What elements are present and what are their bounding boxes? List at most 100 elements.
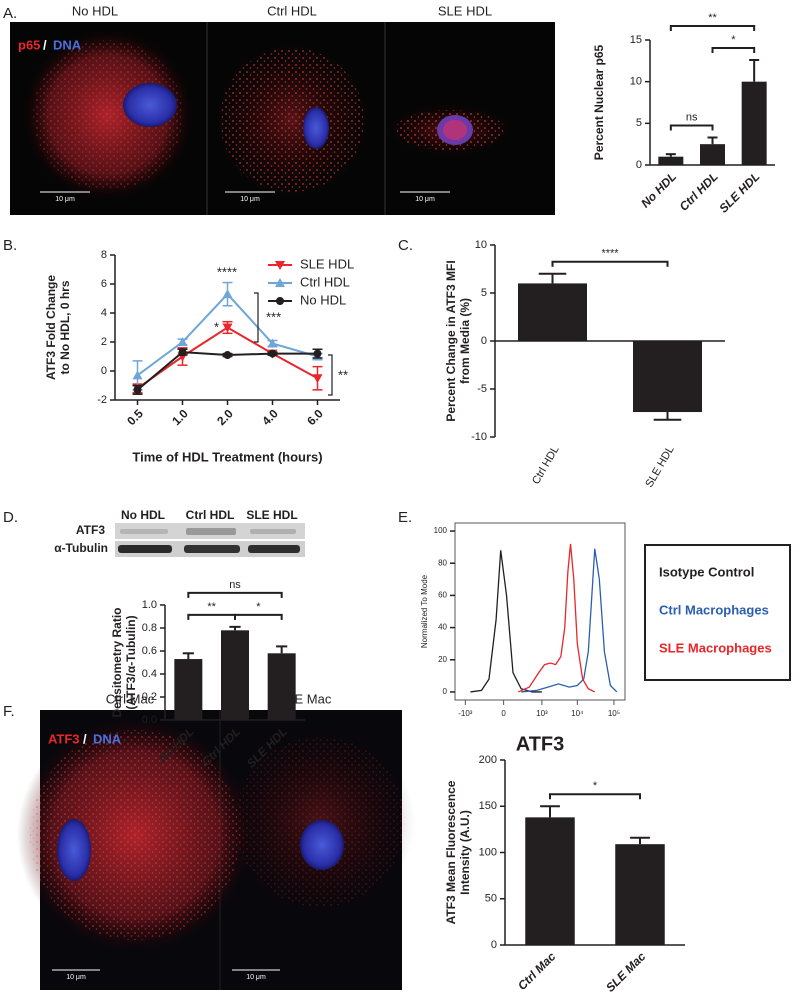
data-point <box>222 289 233 299</box>
x-tick-label: 0.5 <box>124 406 146 428</box>
bar <box>658 156 684 165</box>
image-label: Ctrl Mac <box>106 691 155 706</box>
blot-band <box>186 528 236 535</box>
y-axis-title: (ATF3/α-Tubulin) <box>124 615 138 709</box>
y-tick-label: 1.0 <box>142 599 157 611</box>
y-axis-title: from Media (%) <box>458 298 472 384</box>
significance-bracket <box>187 613 236 620</box>
legend-box <box>644 544 791 681</box>
legend-label: Ctrl HDL <box>300 274 350 289</box>
y-tick-label: 10 <box>475 239 487 251</box>
y-tick-label: 0 <box>491 939 497 951</box>
significance-label: ** <box>338 367 348 382</box>
y-tick-label: 60 <box>438 591 447 600</box>
nucleus <box>300 820 344 870</box>
lane-label: SLE HDL <box>246 508 297 522</box>
y-tick-label: 0 <box>101 365 107 377</box>
scale-bar-label: 10 μm <box>246 974 266 981</box>
blot-row-label: α-Tubulin <box>54 541 108 555</box>
y-tick-label: 0.8 <box>142 622 157 634</box>
blot-band <box>184 545 240 553</box>
y-tick-label: 40 <box>438 623 447 632</box>
significance-bracket <box>187 591 283 598</box>
x-tick-label: 10³ <box>536 709 548 718</box>
series-line <box>521 548 618 693</box>
significance-bracket <box>669 25 756 31</box>
x-tick-label: 2.0 <box>214 406 236 428</box>
significance-label: ns <box>686 111 698 123</box>
y-tick-label: 0 <box>636 159 642 171</box>
data-point <box>133 385 142 394</box>
legend-label: No HDL <box>300 292 346 307</box>
data-point <box>312 374 323 384</box>
legend-label: SLE Macrophages <box>659 640 772 655</box>
stain-label: DNA <box>93 731 122 746</box>
significance-label: ns <box>229 579 241 591</box>
significance-bracket <box>549 793 641 800</box>
bar <box>525 817 575 945</box>
blot-band <box>120 529 168 534</box>
x-tick-label: 10⁴ <box>571 709 584 718</box>
x-tick-label: Ctrl HDL <box>677 169 721 213</box>
x-tick-label: Ctrl Mac <box>515 949 559 993</box>
significance-bracket <box>328 354 333 396</box>
y-axis-title: Percent Change in ATF3 MFI <box>444 260 458 421</box>
nucleus <box>443 120 467 140</box>
significance-label: **** <box>601 248 619 260</box>
y-tick-label: 0.4 <box>142 668 157 680</box>
bar <box>700 144 725 165</box>
y-tick-label: 5 <box>636 117 642 129</box>
panel-label: B. <box>3 237 17 254</box>
y-tick-label: 4 <box>101 307 107 319</box>
significance-bracket <box>234 613 283 620</box>
panel-label: D. <box>3 509 18 526</box>
data-point <box>223 351 232 360</box>
cell-speckle <box>30 730 240 940</box>
y-tick-label: 6 <box>101 278 107 290</box>
significance-label: * <box>731 34 736 46</box>
stain-label: p65 <box>18 37 40 52</box>
stain-label: / <box>83 731 87 746</box>
cell-speckle <box>33 40 183 190</box>
scale-bar-label: 10 μm <box>415 196 435 203</box>
y-axis-title: Normalized To Mode <box>420 574 429 648</box>
significance-label: ** <box>708 12 717 24</box>
y-tick-label: 150 <box>479 800 497 812</box>
x-tick-label: -10³ <box>458 709 473 718</box>
panel-label: F. <box>3 703 15 720</box>
legend-label: SLE HDL <box>300 256 354 271</box>
significance-bracket <box>669 124 714 131</box>
y-tick-label: 0 <box>443 687 448 696</box>
x-tick-label: 0 <box>501 709 506 718</box>
plot-frame <box>454 522 626 701</box>
significance-bracket <box>254 292 259 343</box>
significance-label: *** <box>266 309 281 324</box>
x-tick-label: 6.0 <box>304 406 326 428</box>
scale-bar-label: 10 μm <box>240 196 260 203</box>
y-axis-title: ATF3 Fold Change <box>44 275 58 380</box>
significance-bracket <box>711 47 756 53</box>
bar <box>741 81 767 165</box>
y-tick-label: -2 <box>97 394 107 406</box>
bar <box>221 630 249 720</box>
legend-marker <box>275 278 285 287</box>
panel-label: A. <box>3 5 17 22</box>
y-axis-title: Intensity (A.U.) <box>458 810 472 895</box>
legend-marker <box>276 297 284 305</box>
y-axis-title: Percent Nuclear p65 <box>592 44 606 160</box>
scale-bar-label: 10 μm <box>55 196 75 203</box>
blot-band <box>118 545 172 553</box>
scale-bar-label: 10 μm <box>66 974 86 981</box>
data-point <box>222 323 233 333</box>
nucleus <box>303 107 329 149</box>
x-tick-label: SLE HDL <box>716 169 762 215</box>
y-tick-label: 200 <box>479 754 497 766</box>
x-tick-label: SLE Mac <box>603 949 648 994</box>
y-tick-label: 2 <box>101 336 107 348</box>
panel-label: E. <box>398 509 412 526</box>
x-tick-label: 10⁵ <box>608 709 620 718</box>
x-axis-title: Time of HDL Treatment (hours) <box>132 449 322 464</box>
y-tick-label: 100 <box>434 526 448 535</box>
bar <box>174 659 203 720</box>
